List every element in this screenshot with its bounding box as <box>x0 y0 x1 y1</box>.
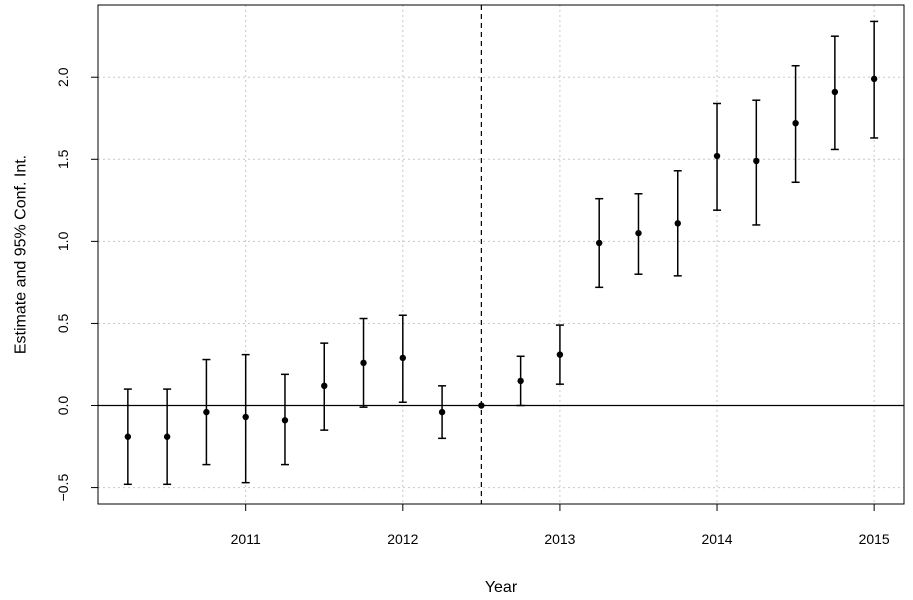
x-tick-label: 2013 <box>544 531 575 547</box>
data-point <box>399 354 407 362</box>
data-point <box>831 88 839 96</box>
data-point <box>124 433 132 440</box>
y-tick-label: 1.0 <box>55 231 71 251</box>
data-point <box>478 402 485 409</box>
x-tick-label: 2012 <box>387 531 418 547</box>
plot-frame <box>97 4 905 505</box>
x-tick-label: 2011 <box>231 531 261 547</box>
data-point <box>870 75 878 83</box>
point-estimates <box>124 75 878 440</box>
data-point <box>438 408 446 416</box>
data-point <box>242 413 249 421</box>
data-point <box>281 417 289 424</box>
x-axis: 2011 2012 2013 2014 2015 <box>231 504 890 547</box>
data-point <box>595 239 603 247</box>
y-tick-label: 0.5 <box>55 313 71 333</box>
gridlines <box>98 5 904 504</box>
y-tick-label: 1.5 <box>55 149 71 169</box>
data-point <box>517 377 524 385</box>
data-point <box>321 382 328 390</box>
x-tick-label: 2015 <box>859 531 890 547</box>
x-axis-title: Year <box>485 579 518 596</box>
data-point <box>792 119 799 127</box>
data-point <box>635 229 642 237</box>
error-bars <box>123 20 879 486</box>
y-axis-title: Estimate and 95% Conf. Int. <box>13 155 30 354</box>
data-point <box>556 351 564 358</box>
data-point <box>163 433 171 440</box>
y-tick-label: −0.5 <box>55 474 71 502</box>
data-point <box>360 359 367 367</box>
x-tick-label: 2014 <box>701 531 732 547</box>
data-point <box>203 408 210 416</box>
data-point <box>713 152 721 160</box>
y-tick-label: 2.0 <box>55 67 71 87</box>
reference-lines <box>98 5 904 504</box>
y-axis: −0.5 0.0 0.5 1.0 1.5 2.0 <box>55 67 98 501</box>
y-tick-label: 0.0 <box>55 396 71 416</box>
data-point <box>674 220 681 227</box>
data-point <box>753 157 760 165</box>
